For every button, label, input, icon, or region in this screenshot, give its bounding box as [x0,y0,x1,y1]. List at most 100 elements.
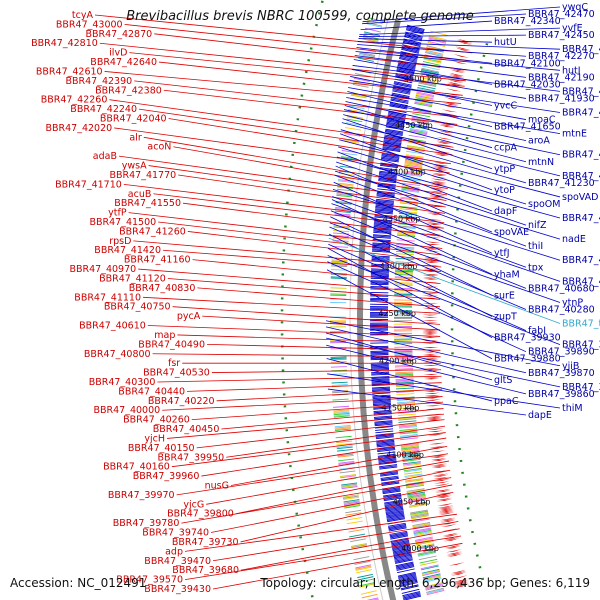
function-bar [407,145,425,149]
reverse-feature [370,274,389,276]
function-bar [423,576,442,582]
reverse-feature [388,112,406,117]
reverse-feature [374,423,393,427]
scale-tick-label: 4300 kbp [380,262,418,271]
outer-bar [353,556,370,561]
reverse-feature [376,446,395,450]
forward-feature [455,46,471,51]
function-bar [400,197,419,201]
function-bar [397,413,416,416]
gene-label: BBR47_39800 [167,509,234,520]
function-bar [420,561,438,566]
function-bar [395,270,414,273]
outer-bar [337,180,354,184]
outer-bar [332,390,349,393]
outer-bar [330,287,347,289]
gene-label: BBR47_40970 [69,264,136,275]
gene-labels: tcyABBR47_43000BBR47_42870BBR47_42810ilv… [31,2,600,595]
function-bar [415,94,434,100]
forward-feature [426,222,443,224]
reverse-feature [386,514,405,519]
forward-feature [444,97,460,101]
leader-line [197,287,441,308]
outer-bar [332,391,349,394]
function-bar [413,529,432,535]
reverse-feature [376,198,395,202]
reverse-feature [383,139,402,143]
forward-feature [425,228,442,231]
leader-line [335,165,493,233]
forward-feature [436,137,453,140]
forward-feature [438,124,455,128]
outer-bar [346,520,363,525]
leader-line [129,52,465,87]
gene-label: nifZ [528,220,547,231]
outer-bar [356,569,373,574]
reverse-feature [370,323,389,325]
reverse-feature [384,131,403,135]
function-bar [404,162,423,166]
reverse-feature [370,352,389,355]
scale-tick-label: 4400 kbp [388,168,426,177]
reverse-feature [370,327,389,329]
reverse-feature [394,558,413,563]
leader-line [358,38,493,43]
leader-line [162,249,442,273]
forward-feature [434,153,451,157]
outer-bar [332,234,349,237]
reverse-feature [392,549,411,554]
function-bar [394,318,413,319]
leader-line [124,24,471,62]
reverse-feature [372,390,391,393]
function-bar [397,225,416,228]
outer-bar [330,277,347,280]
reverse-feature [378,178,397,182]
reverse-feature [386,124,405,128]
function-bar [408,502,427,507]
gene-label: spoOM [528,199,560,210]
function-bar [394,329,413,331]
forward-feature [442,104,459,108]
forward-feature [446,83,463,88]
function-bar [416,91,435,96]
reverse-feature [372,392,391,395]
reverse-feature [400,585,419,591]
reverse-feature [373,234,392,237]
function-bar [396,387,415,390]
function-bar [394,330,413,332]
outer-bar [343,140,360,144]
forward-feature [440,519,456,523]
function-bar [407,495,426,499]
reverse-feature [384,501,403,505]
leader-line [331,199,493,275]
function-bar [406,489,425,493]
function-bar [398,424,417,428]
gene-label: BBR47_42870 [85,29,152,40]
reverse-feature [378,173,397,177]
reverse-feature [393,553,412,559]
leader-line [334,174,527,247]
reverse-feature [370,283,389,286]
reverse-feature [372,399,391,402]
forward-feature [426,218,443,221]
leader-line [184,535,462,580]
forward-feature [442,533,459,537]
reverse-feature [385,510,404,514]
leader-line [201,437,447,477]
reverse-feature [376,444,395,448]
reverse-feature [386,119,405,124]
reverse-feature [381,155,400,159]
reverse-feature [378,458,397,462]
forward-feature [422,353,439,355]
function-bar [394,299,413,301]
gene-label: BBR47_39970 [108,490,175,501]
reverse-feature [382,489,401,493]
function-bar [395,372,414,375]
reverse-feature [391,93,410,99]
outer-bar [333,411,350,414]
reverse-feature [373,406,392,409]
function-bar [404,164,423,168]
forward-feature [434,488,451,492]
reverse-feature [387,522,406,527]
reverse-feature [373,228,392,231]
